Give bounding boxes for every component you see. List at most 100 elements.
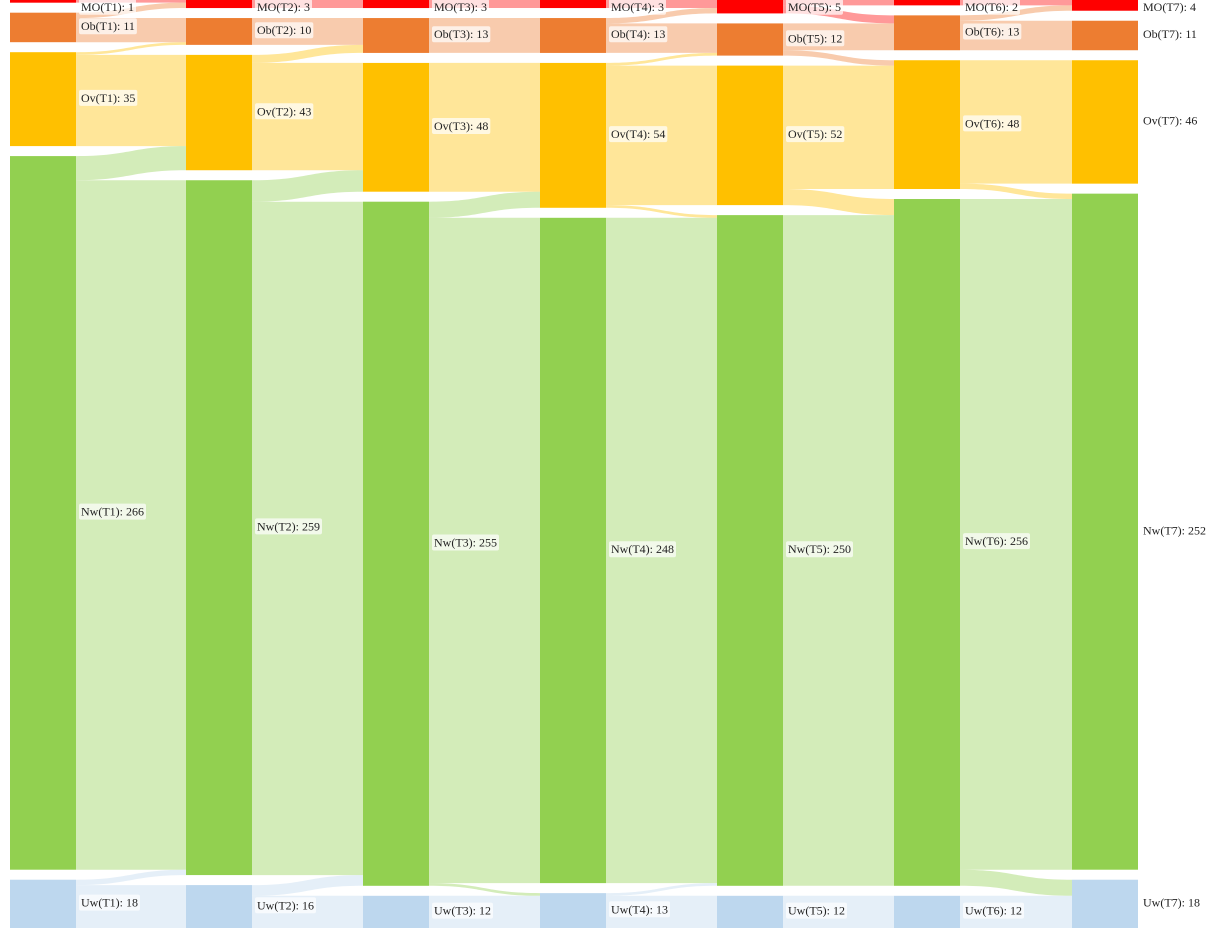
node-label: Ov(T6): 48 bbox=[965, 116, 1019, 130]
node-bar bbox=[363, 895, 429, 928]
flow-link bbox=[76, 146, 186, 181]
label-background bbox=[609, 26, 668, 43]
flow-link bbox=[606, 8, 717, 24]
node-bar bbox=[894, 199, 960, 886]
node-bar bbox=[1072, 20, 1138, 51]
node-label: Ov(T2): 43 bbox=[257, 104, 311, 118]
node-bar bbox=[894, 0, 960, 6]
node-bar bbox=[1072, 879, 1138, 928]
label-background bbox=[255, 103, 314, 120]
node-label: Ov(T7): 46 bbox=[1143, 114, 1197, 128]
node-bar bbox=[1072, 60, 1138, 184]
node-label: Ob(T5): 12 bbox=[788, 31, 842, 45]
node-bar bbox=[363, 201, 429, 886]
node-bar bbox=[540, 0, 606, 9]
flow-link bbox=[429, 191, 540, 218]
label-background bbox=[1141, 0, 1198, 15]
label-background bbox=[786, 126, 845, 143]
label-background bbox=[963, 533, 1030, 550]
node-label: Uw(T2): 16 bbox=[257, 898, 314, 912]
node-bar bbox=[717, 895, 783, 928]
label-background bbox=[79, 0, 136, 15]
node-label: Uw(T4): 13 bbox=[611, 902, 668, 916]
node-label: Nw(T5): 250 bbox=[788, 542, 851, 556]
label-background bbox=[255, 22, 314, 39]
node-label: MO(T1): 1 bbox=[81, 0, 134, 14]
node-label: Ob(T3): 13 bbox=[434, 27, 488, 41]
node-bar bbox=[717, 215, 783, 886]
label-background bbox=[609, 0, 666, 15]
node-bar bbox=[10, 52, 76, 147]
node-label: Nw(T4): 248 bbox=[611, 542, 674, 556]
flow-link bbox=[783, 189, 894, 216]
node-bar bbox=[1072, 193, 1138, 870]
node-label: MO(T6): 2 bbox=[965, 0, 1018, 14]
label-background bbox=[1141, 112, 1200, 129]
node-label: MO(T2): 3 bbox=[257, 0, 310, 14]
node-label: Nw(T7): 252 bbox=[1143, 523, 1206, 537]
node-label: MO(T3): 3 bbox=[434, 0, 487, 14]
node-bar bbox=[894, 60, 960, 190]
node-label: Ob(T6): 13 bbox=[965, 25, 1019, 39]
label-background bbox=[609, 541, 676, 558]
node-bar bbox=[186, 885, 252, 928]
node-bar bbox=[10, 12, 76, 43]
flow-link bbox=[606, 883, 717, 896]
flow-link bbox=[76, 42, 186, 55]
label-background bbox=[79, 894, 140, 911]
label-background bbox=[786, 541, 853, 558]
node-label: Uw(T3): 12 bbox=[434, 904, 491, 918]
node-label: Ob(T1): 11 bbox=[81, 19, 135, 33]
node-bar bbox=[717, 23, 783, 56]
flow-link bbox=[606, 52, 717, 66]
node-bar bbox=[10, 156, 76, 870]
label-background bbox=[609, 126, 668, 143]
node-label: Uw(T1): 18 bbox=[81, 896, 138, 910]
node-bar bbox=[186, 18, 252, 45]
node-bar bbox=[186, 54, 252, 171]
label-background bbox=[255, 518, 322, 535]
flow-link bbox=[252, 875, 363, 896]
flow-link bbox=[783, 50, 894, 66]
node-bar bbox=[10, 879, 76, 928]
label-background bbox=[963, 0, 1020, 15]
node-label: Ov(T5): 52 bbox=[788, 127, 842, 141]
label-background bbox=[255, 0, 312, 15]
flow-link bbox=[606, 205, 717, 218]
label-background bbox=[609, 901, 670, 918]
label-background bbox=[1141, 26, 1199, 43]
label-background bbox=[963, 902, 1024, 919]
flow-link bbox=[960, 869, 1072, 896]
node-bar bbox=[540, 62, 606, 208]
flow-link bbox=[960, 183, 1072, 200]
node-label: Nw(T3): 255 bbox=[434, 536, 497, 550]
node-bar bbox=[363, 62, 429, 192]
nodes bbox=[10, 0, 1138, 928]
label-background bbox=[432, 902, 493, 919]
node-label: Uw(T5): 12 bbox=[788, 904, 845, 918]
flow-link bbox=[252, 170, 363, 202]
node-bar bbox=[363, 18, 429, 53]
node-label: Ob(T2): 10 bbox=[257, 23, 311, 37]
node-label: Ov(T1): 35 bbox=[81, 91, 135, 105]
label-background bbox=[79, 503, 146, 520]
node-bar bbox=[717, 0, 783, 14]
node-label: Ob(T7): 11 bbox=[1143, 27, 1197, 41]
node-bar bbox=[540, 217, 606, 884]
label-background bbox=[786, 902, 847, 919]
node-bar bbox=[894, 15, 960, 51]
node-bar bbox=[186, 0, 252, 9]
label-background bbox=[786, 0, 843, 15]
node-bar bbox=[540, 893, 606, 928]
label-background bbox=[786, 30, 845, 47]
label-background bbox=[963, 23, 1022, 40]
node-label: MO(T5): 5 bbox=[788, 0, 841, 14]
node-label: MO(T4): 3 bbox=[611, 0, 664, 14]
node-bar bbox=[363, 0, 429, 9]
labels: MO(T1): 1 Ob(T1): 11 Ov(T1): 35 Nw(T1): 266… bbox=[79, 0, 1208, 919]
node-label: Nw(T2): 259 bbox=[257, 519, 320, 533]
label-background bbox=[432, 534, 499, 551]
node-label: Nw(T1): 266 bbox=[81, 505, 144, 519]
